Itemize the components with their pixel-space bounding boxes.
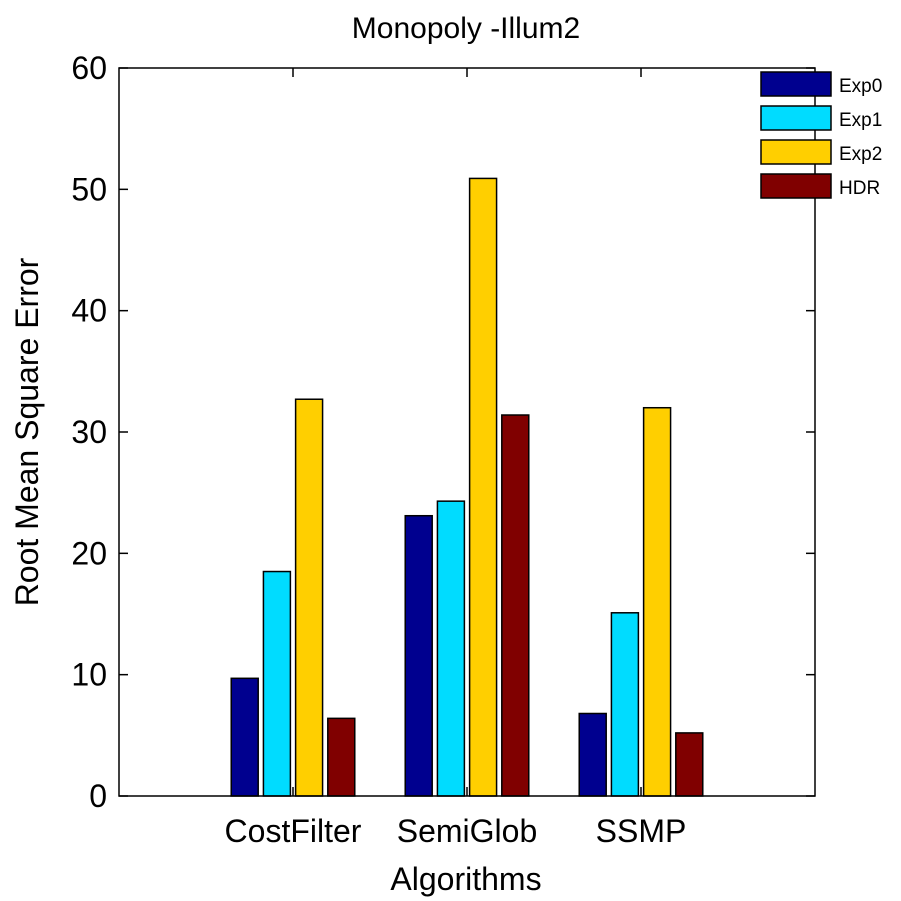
x-tick-label: CostFilter	[225, 813, 362, 849]
y-tick-label: 40	[71, 293, 107, 329]
bar-exp1-costfilter	[262, 570, 292, 797]
bar-hdr-semiglob	[501, 414, 530, 797]
x-tick-label: SSMP	[596, 813, 687, 849]
legend-swatch-exp0	[760, 71, 832, 97]
plot-frame	[118, 67, 816, 797]
y-tick-label: 20	[71, 535, 107, 571]
bar-exp1-semiglob	[436, 500, 466, 797]
legend-label-exp0: Exp0	[839, 76, 882, 97]
bar-exp2-semiglob	[468, 177, 498, 797]
y-tick-label: 30	[71, 414, 107, 450]
axes-layer	[118, 67, 816, 797]
legend-label-hdr: HDR	[839, 178, 880, 199]
legend-swatch-exp2	[760, 139, 832, 165]
legend-label-exp2: Exp2	[839, 144, 882, 165]
bar-exp1-ssmp	[610, 612, 640, 797]
y-tick-label: 50	[71, 171, 107, 207]
legend-label-exp1: Exp1	[839, 110, 882, 131]
chart-title: Monopoly -Illum2	[352, 12, 580, 45]
bar-exp2-costfilter	[294, 398, 324, 797]
bars-layer	[230, 177, 704, 797]
bar-hdr-costfilter	[327, 717, 356, 797]
y-tick-label: 60	[71, 50, 107, 86]
legend-swatch-hdr	[760, 173, 832, 199]
bar-exp0-ssmp	[578, 712, 607, 797]
legend-swatch-exp1	[760, 105, 832, 131]
bar-exp0-semiglob	[404, 514, 433, 797]
x-tick-label: SemiGlob	[397, 813, 538, 849]
bar-exp2-ssmp	[642, 406, 672, 797]
bar-hdr-ssmp	[675, 732, 704, 797]
y-tick-label: 0	[89, 778, 107, 814]
y-axis-label: Root Mean Square Error	[9, 257, 45, 606]
bar-exp0-costfilter	[230, 677, 259, 797]
y-tick-label: 10	[71, 657, 107, 693]
x-axis-label: Algorithms	[390, 861, 541, 897]
legend: Exp0 Exp1 Exp2 HDR	[760, 71, 882, 199]
ticks-layer: 0 10 20 30 40 50 60 CostFilter SemiGlob SSMP	[71, 50, 815, 849]
